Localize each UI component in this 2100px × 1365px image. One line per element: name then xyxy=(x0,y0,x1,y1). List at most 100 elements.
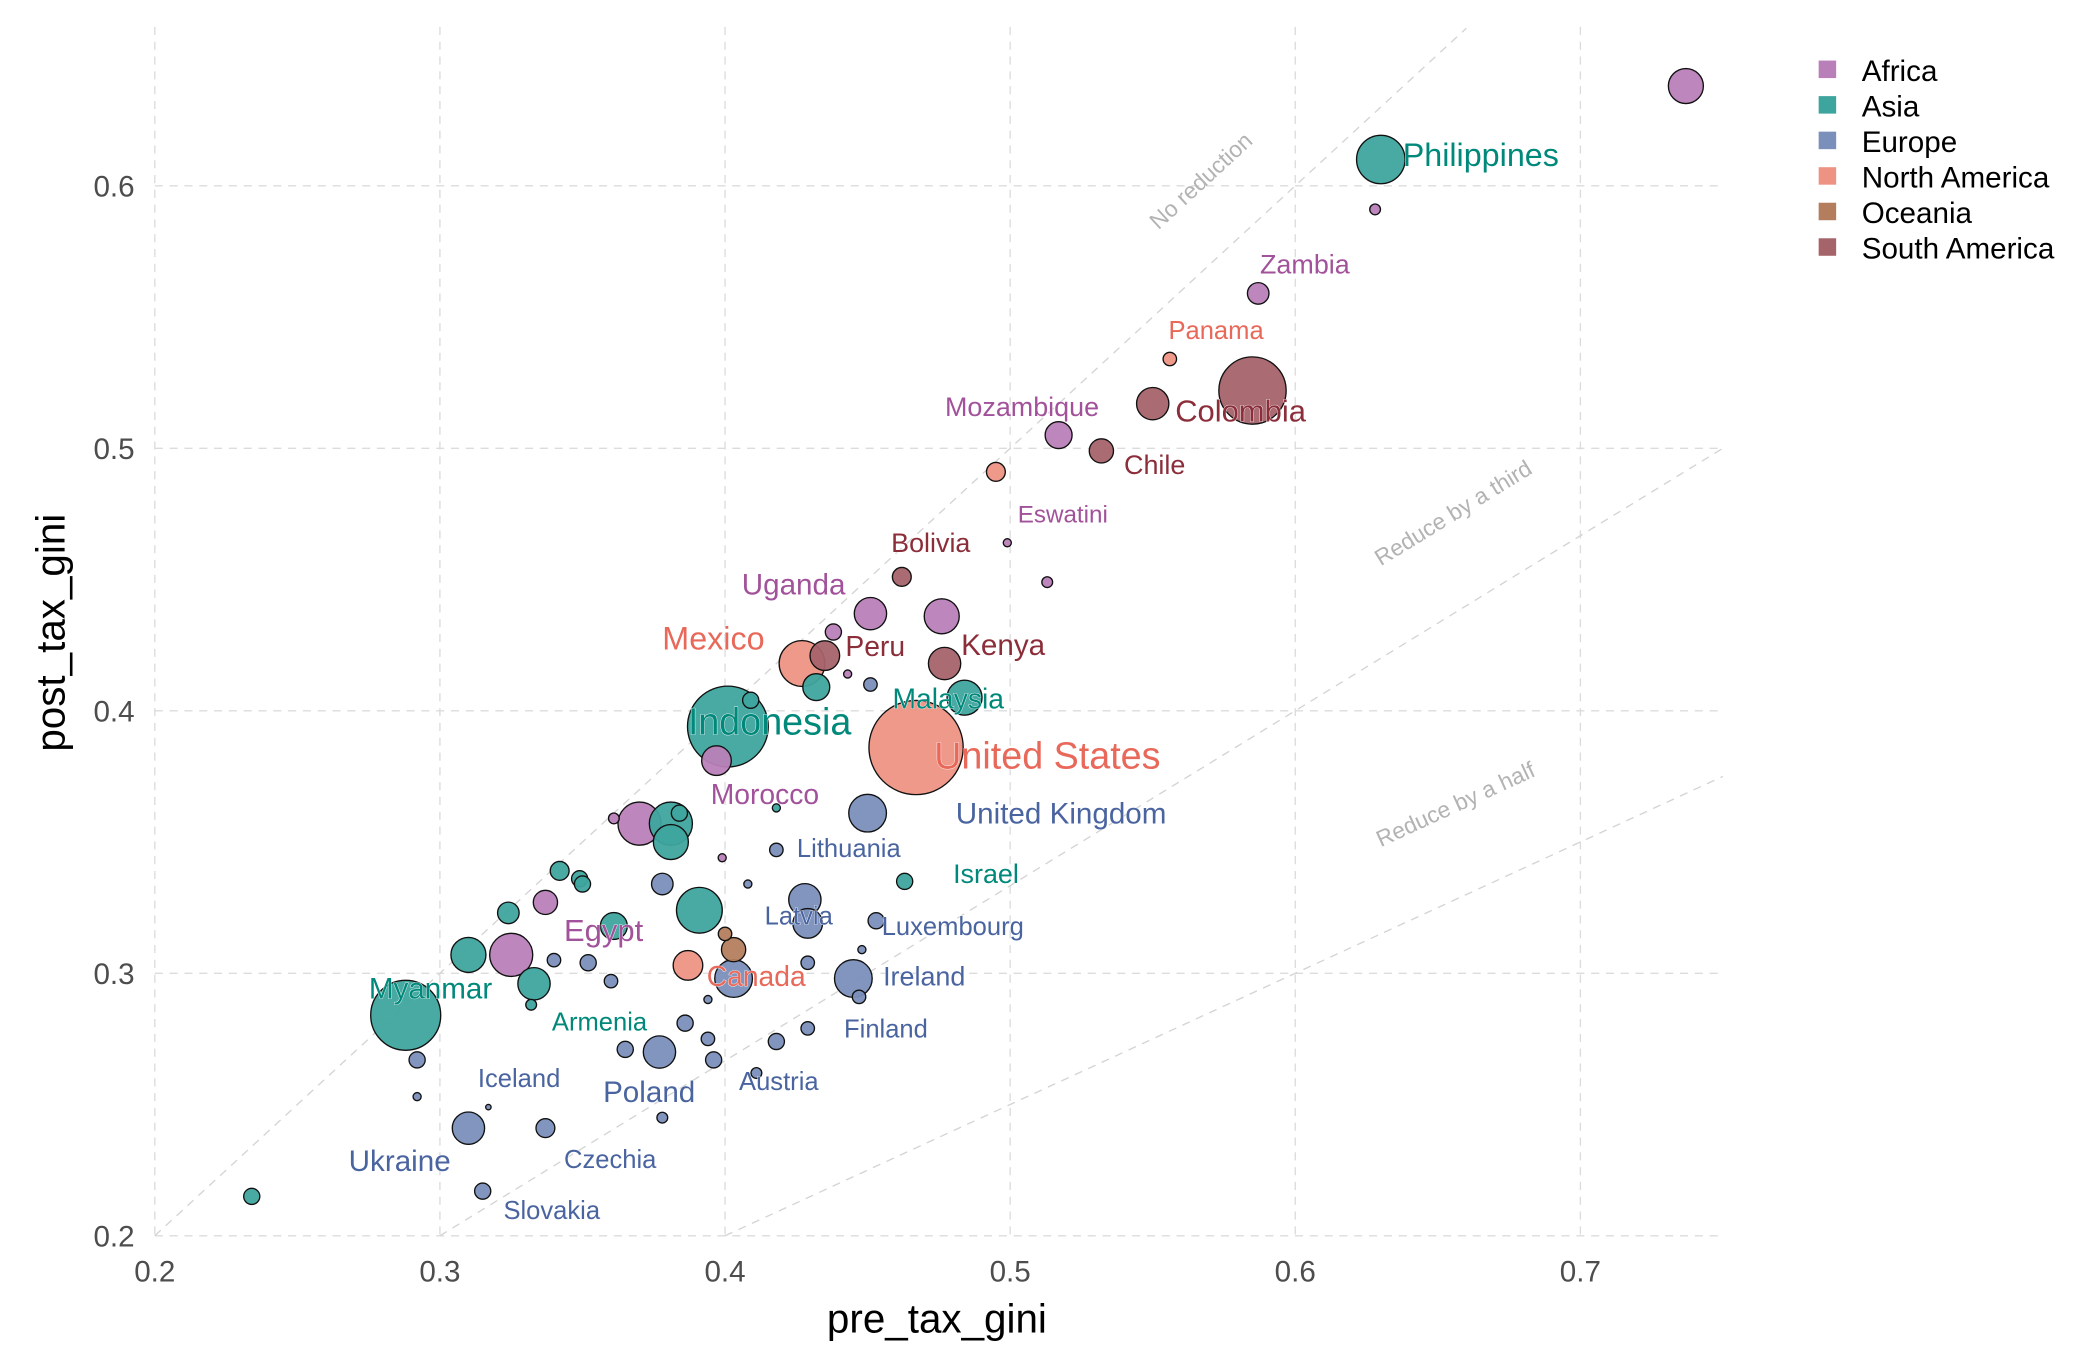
point-label: Uganda xyxy=(742,569,846,602)
data-point xyxy=(703,994,713,1005)
point-label: Armenia xyxy=(552,1009,648,1037)
data-point xyxy=(853,596,888,631)
y-tick-label: 0.3 xyxy=(93,958,134,991)
data-point xyxy=(242,1187,261,1206)
reference-line-label: Reduce by a half xyxy=(1372,756,1539,852)
data-point xyxy=(741,691,760,710)
point-label: Philippines xyxy=(1403,137,1559,173)
data-point xyxy=(768,842,784,858)
point-label: Bolivia xyxy=(891,528,970,558)
data-point xyxy=(1218,356,1287,425)
point-label: Panama xyxy=(1168,317,1264,345)
legend-swatch xyxy=(1818,202,1837,221)
data-point xyxy=(1002,538,1013,548)
data-point xyxy=(800,1020,816,1036)
point-label: Colombia xyxy=(1175,393,1307,428)
data-point xyxy=(1246,281,1270,305)
points xyxy=(242,67,1705,1206)
data-point xyxy=(579,954,597,972)
point-label: Kenya xyxy=(961,629,1045,662)
data-point xyxy=(616,1040,634,1059)
point-label: Finland xyxy=(844,1015,928,1043)
data-point xyxy=(771,803,782,813)
data-point xyxy=(488,932,534,978)
data-point xyxy=(927,646,962,681)
data-point xyxy=(451,1111,486,1145)
x-tick-label: 0.4 xyxy=(704,1256,745,1289)
data-point xyxy=(670,804,689,822)
data-point xyxy=(517,966,551,1001)
data-point xyxy=(370,979,442,1051)
data-point xyxy=(1369,203,1382,216)
legend-label: South America xyxy=(1862,232,2055,265)
point-label: Austria xyxy=(739,1068,819,1096)
point-label: Canada xyxy=(707,960,806,992)
data-point xyxy=(1667,67,1705,105)
point-label: Poland xyxy=(603,1076,695,1109)
point-label: Myanmar xyxy=(369,972,493,1005)
data-point xyxy=(863,677,878,692)
point-label: Ukraine xyxy=(349,1145,451,1178)
axis-ticks: 0.2 0.3 0.4 0.5 0.6 0.7 0.2 0.3 0.4 0.5 0.6 xyxy=(93,171,1601,1289)
reference-line-label: No reduction xyxy=(1144,127,1257,234)
data-point xyxy=(1135,386,1170,421)
data-point xyxy=(842,669,853,679)
x-tick-label: 0.7 xyxy=(1560,1256,1601,1289)
data-point xyxy=(701,745,732,777)
data-point xyxy=(485,1103,492,1111)
y-axis-title: post_tax_gini xyxy=(28,514,74,752)
data-point xyxy=(603,973,619,989)
reference-line xyxy=(154,27,1467,1237)
data-point xyxy=(848,793,888,833)
point-label: Malaysia xyxy=(893,683,1005,715)
point-label: United States xyxy=(934,734,1160,776)
point-label: Czechia xyxy=(564,1146,657,1174)
data-point xyxy=(408,1051,426,1069)
point-labels: United States Indonesia Myanmar Colombia Phi… xyxy=(348,137,1559,1226)
data-point xyxy=(1088,438,1115,464)
grid xyxy=(154,26,1721,1237)
y-tick-label: 0.5 xyxy=(93,433,134,466)
data-point xyxy=(923,598,960,635)
data-point xyxy=(573,875,592,893)
data-point xyxy=(473,1182,492,1200)
reference-line xyxy=(724,775,1724,1237)
point-label: Chile xyxy=(1124,450,1185,480)
data-point xyxy=(496,901,520,925)
x-tick-label: 0.6 xyxy=(1275,1256,1316,1289)
point-label: Zambia xyxy=(1260,249,1350,279)
data-point xyxy=(412,1091,422,1102)
data-point xyxy=(868,699,964,796)
x-tick-label: 0.5 xyxy=(990,1256,1031,1289)
point-label: Iceland xyxy=(478,1065,560,1093)
reference-line-label: Reduce by a third xyxy=(1370,455,1536,571)
data-point xyxy=(743,879,753,889)
point-label: Israel xyxy=(953,859,1019,889)
point-label: United Kingdom xyxy=(956,797,1167,830)
data-point xyxy=(895,872,914,891)
point-label: Egypt xyxy=(564,913,644,948)
data-point xyxy=(750,1066,763,1080)
data-point xyxy=(607,812,620,825)
legend-label: North America xyxy=(1862,161,2050,194)
legend-swatch xyxy=(1818,238,1837,256)
data-point xyxy=(599,911,628,941)
data-point xyxy=(809,640,841,672)
legend-swatch xyxy=(1818,60,1837,79)
data-point xyxy=(1355,134,1406,185)
data-point xyxy=(535,1118,556,1139)
point-label: Indonesia xyxy=(688,701,851,743)
legend-swatch xyxy=(1818,167,1837,185)
point-label: Morocco xyxy=(711,778,819,810)
point-label: Luxembourg xyxy=(882,913,1024,941)
data-point xyxy=(700,1031,716,1047)
point-label: Mozambique xyxy=(945,392,1099,422)
data-point xyxy=(717,926,733,942)
data-point xyxy=(532,889,559,916)
data-point xyxy=(792,907,824,939)
data-point xyxy=(650,872,674,896)
data-point xyxy=(767,1032,786,1051)
legend-label: Africa xyxy=(1862,55,1938,88)
